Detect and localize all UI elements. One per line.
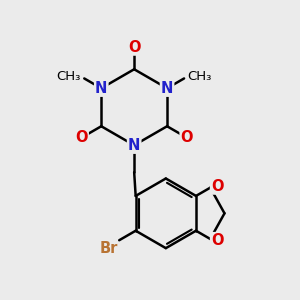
Text: Br: Br (100, 241, 118, 256)
Text: O: O (211, 233, 224, 248)
Text: O: O (211, 178, 224, 194)
Text: O: O (75, 130, 88, 145)
Text: N: N (128, 138, 140, 153)
Text: N: N (161, 81, 173, 96)
Text: O: O (181, 130, 193, 145)
Text: N: N (95, 81, 107, 96)
Text: O: O (128, 40, 140, 55)
Text: CH₃: CH₃ (57, 70, 81, 83)
Text: CH₃: CH₃ (188, 70, 212, 83)
